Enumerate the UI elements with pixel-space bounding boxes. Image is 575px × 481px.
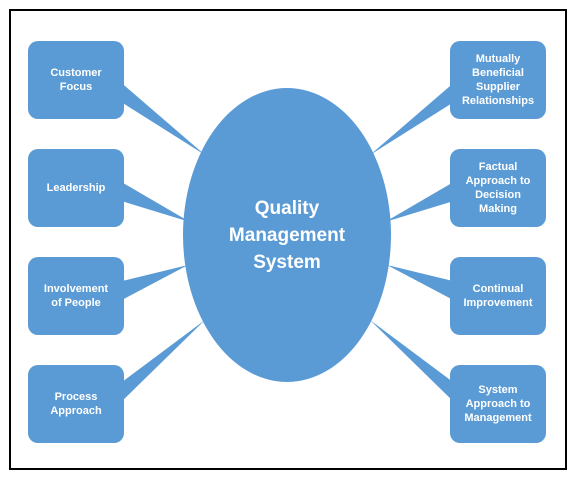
node-process-approach: Process Approach xyxy=(28,365,124,443)
center-label: Quality Management System xyxy=(228,197,346,273)
node-continual-improvement: Continual Improvement xyxy=(450,257,546,335)
central-ellipse: Quality Management System xyxy=(183,88,391,382)
node-involvement-of-people: Involvement of People xyxy=(28,257,124,335)
node-customer-focus: Customer Focus xyxy=(28,41,124,119)
spoke-process-approach xyxy=(118,320,205,405)
spoke-leadership xyxy=(118,180,190,222)
spoke-customer-focus xyxy=(118,80,205,155)
spoke-factual xyxy=(385,180,457,222)
node-supplier-relationships: Mutually Beneficial Supplier Relationshi… xyxy=(450,41,546,119)
spoke-supplier xyxy=(370,80,457,155)
node-leadership: Leadership xyxy=(28,149,124,227)
node-system-approach: System Approach to Management xyxy=(450,365,546,443)
spoke-system xyxy=(370,320,457,405)
spoke-involvement xyxy=(118,265,188,302)
spoke-continual xyxy=(387,265,457,302)
node-factual-approach: Factual Approach to Decision Making xyxy=(450,149,546,227)
